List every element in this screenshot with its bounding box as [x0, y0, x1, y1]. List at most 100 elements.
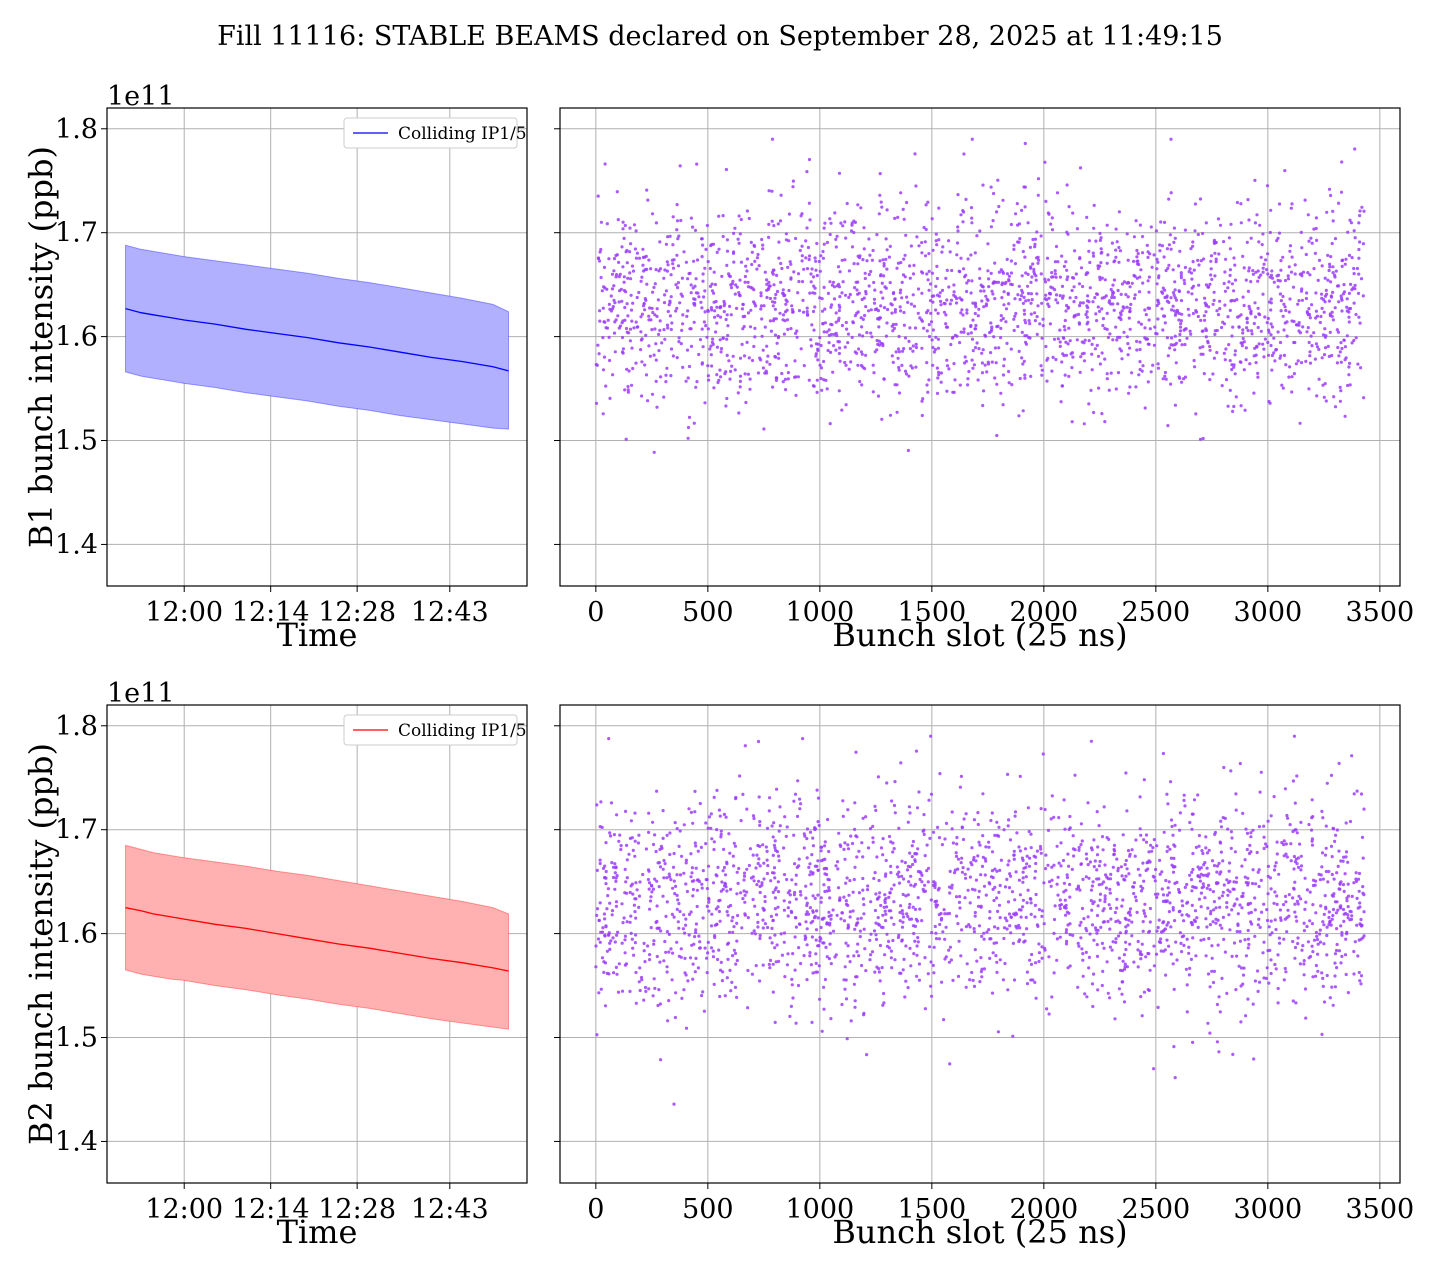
scatter-point: [1078, 304, 1082, 308]
scatter-point: [1220, 894, 1224, 898]
scatter-point: [883, 953, 887, 957]
scatter-point: [594, 944, 598, 948]
scatter-point: [704, 247, 708, 251]
scatter-point: [800, 244, 804, 248]
scatter-point: [1191, 867, 1195, 872]
scatter-point: [1073, 848, 1077, 852]
scatter-point: [1007, 279, 1011, 283]
scatter-point: [651, 994, 655, 998]
scatter-point: [599, 800, 603, 804]
scatter-point: [1143, 914, 1148, 918]
scatter-point: [999, 858, 1004, 862]
scatter-point: [861, 258, 865, 262]
scatter-point: [742, 871, 747, 875]
scatter-point: [725, 862, 729, 866]
scatter-point: [1182, 919, 1186, 923]
scatter-point: [1097, 824, 1101, 828]
scatter-point: [1266, 949, 1270, 953]
scatter-point: [1347, 315, 1351, 319]
scatter-point: [882, 905, 886, 909]
scatter-point: [952, 290, 956, 294]
scatter-point: [1275, 274, 1279, 278]
scatter-point: [1343, 953, 1348, 957]
scatter-point: [814, 259, 818, 263]
scatter-point: [860, 297, 864, 302]
scatter-point: [1031, 262, 1035, 266]
scatter-point: [782, 332, 787, 336]
scatter-point: [981, 285, 985, 289]
scatter-point: [643, 363, 647, 367]
scatter-point: [1265, 908, 1269, 912]
scatter-point: [700, 993, 704, 998]
scatter-point: [1294, 1001, 1298, 1005]
scatter-point: [1316, 942, 1320, 946]
scatter-point: [982, 931, 986, 935]
scatter-point: [810, 935, 815, 939]
scatter-point: [1266, 864, 1270, 869]
scatter-point: [1238, 761, 1242, 766]
scatter-point: [969, 861, 973, 865]
scatter-point: [931, 345, 935, 350]
scatter-point: [627, 852, 631, 856]
scatter-point: [634, 916, 638, 920]
scatter-point: [1274, 861, 1278, 865]
scatter-point: [1341, 907, 1346, 912]
scatter-point: [1077, 282, 1082, 286]
scatter-point: [1234, 792, 1238, 796]
scatter-point: [1006, 291, 1010, 295]
scatter-point: [721, 336, 725, 340]
scatter-point: [721, 214, 725, 218]
scatter-point: [1320, 1032, 1324, 1036]
scatter-point: [604, 326, 608, 330]
scatter-point: [709, 812, 713, 816]
scatter-point: [1002, 936, 1006, 941]
scatter-point: [1139, 995, 1143, 999]
scatter-point: [917, 962, 922, 966]
scatter-point: [1180, 913, 1184, 917]
scatter-point: [1288, 244, 1293, 248]
scatter-point: [1153, 879, 1157, 883]
scatter-point: [807, 254, 812, 258]
scatter-point: [1310, 303, 1314, 307]
scatter-point: [1314, 216, 1318, 220]
scatter-point: [661, 867, 665, 871]
scatter-point: [628, 339, 633, 343]
scatter-point: [1228, 359, 1232, 363]
scatter-point: [1155, 895, 1159, 900]
scatter-point: [1232, 880, 1236, 884]
scatter-point: [1347, 365, 1351, 369]
scatter-point: [1233, 850, 1237, 854]
scatter-point: [1137, 290, 1142, 294]
scatter-point: [610, 287, 615, 291]
scatter-point: [1070, 288, 1074, 293]
scatter-point: [1173, 348, 1177, 352]
scatter-point: [969, 291, 973, 295]
scatter-point: [909, 244, 914, 248]
scatter-point: [1208, 923, 1212, 927]
scatter-point: [913, 859, 917, 864]
scatter-point: [903, 369, 908, 373]
scatter-point: [1175, 958, 1179, 962]
scatter-point: [1321, 877, 1325, 881]
scatter-point: [1060, 384, 1064, 388]
scatter-point: [1228, 268, 1232, 272]
scatter-point: [1061, 336, 1065, 340]
scatter-point: [632, 326, 636, 330]
figure-title: Fill 11116: STABLE BEAMS declared on Sep…: [217, 21, 1223, 52]
scatter-point: [895, 383, 899, 387]
scatter-point: [1348, 819, 1353, 824]
scatter-point: [619, 844, 623, 848]
scatter-point: [833, 211, 837, 215]
scatter-point: [691, 887, 696, 892]
scatter-point: [837, 316, 841, 320]
scatter-point: [771, 990, 775, 994]
scatter-point: [875, 348, 879, 352]
scatter-point: [659, 929, 663, 933]
scatter-point: [1129, 302, 1133, 306]
scatter-point: [1203, 318, 1207, 322]
scatter-point: [1261, 951, 1265, 955]
scatter-point: [999, 391, 1003, 395]
scatter-point: [1330, 917, 1334, 921]
scatter-point: [1030, 275, 1034, 279]
scatter-point: [1148, 327, 1152, 331]
